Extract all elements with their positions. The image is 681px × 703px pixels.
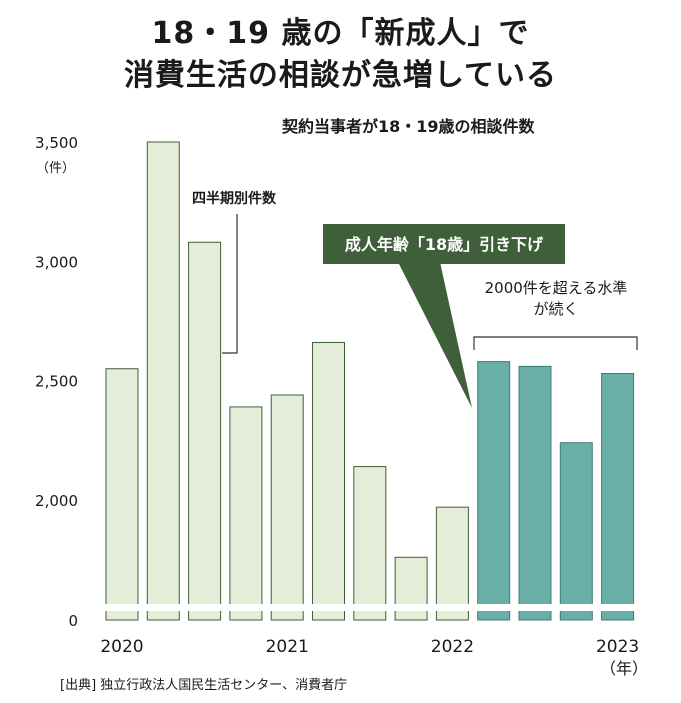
chart-subtitle: 契約当事者が18・19歳の相談件数 [282, 117, 535, 136]
callout-label: 成人年齢「18歳」引き下げ [345, 235, 544, 254]
y-axis-unit-label: （件） [36, 161, 76, 176]
bar-12 [601, 373, 635, 621]
quarterly-bracket [222, 214, 238, 354]
callout-box [323, 224, 565, 264]
bar-8 [435, 506, 469, 621]
x-tick-label-3: 2023 [596, 637, 639, 657]
level-note-line-2: が続く [533, 300, 578, 318]
y-tick-label-1: 2,000 [35, 492, 78, 510]
bar-10 [518, 365, 552, 621]
title-line-1: 18・19 歳の「新成人」で [151, 16, 530, 51]
bar-9 [477, 361, 511, 621]
bar-6 [353, 466, 387, 621]
x-axis-unit-label: （年） [600, 659, 649, 678]
axis-break-band [100, 604, 645, 611]
y-tick-label-3: 3,000 [35, 253, 78, 271]
callout-pointer [398, 262, 472, 408]
level-note-line-1: 2000件を超える水準 [485, 279, 628, 297]
level-bracket [473, 336, 638, 350]
quarterly-label: 四半期別件数 [192, 190, 277, 207]
y-tick-label-4: 3,500 [35, 134, 78, 152]
bar-1 [146, 141, 180, 621]
x-tick-label-1: 2021 [266, 637, 309, 657]
title-line-2: 消費生活の相談が急増している [123, 58, 558, 93]
bar-5 [312, 341, 345, 621]
bar-2 [188, 241, 222, 621]
y-tick-label-0: 0 [68, 612, 78, 630]
bar-4 [270, 394, 304, 621]
source-note: [出典] 独立行政法人国民生活センター、消費者庁 [60, 678, 348, 693]
y-tick-label-2: 2,500 [35, 373, 78, 391]
bar-11 [559, 442, 593, 621]
x-tick-label-0: 2020 [100, 637, 143, 657]
bar-0 [105, 368, 139, 621]
x-tick-label-2: 2022 [431, 637, 474, 657]
bar-3 [229, 406, 263, 621]
